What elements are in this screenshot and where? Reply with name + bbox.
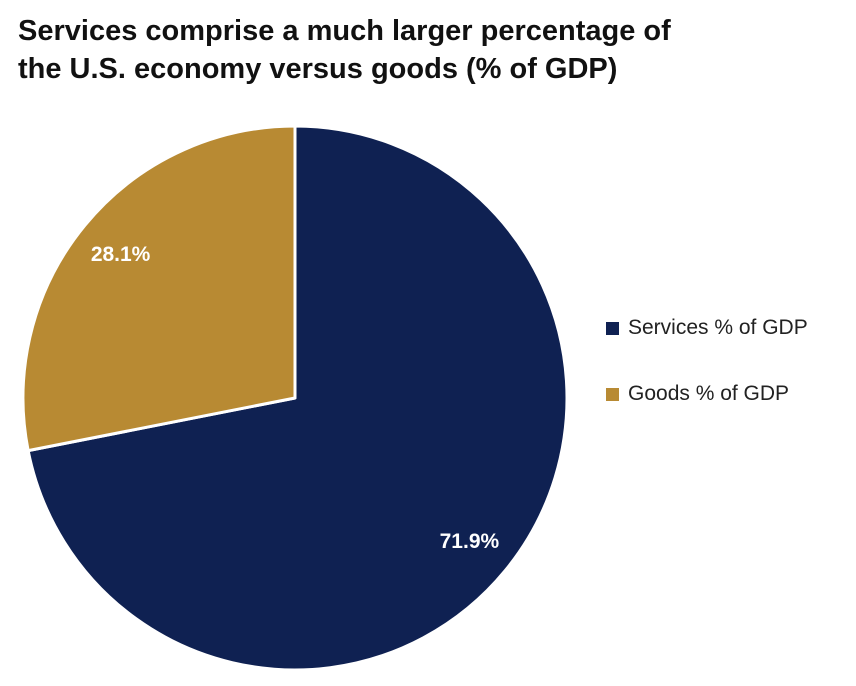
data-label-goods: 28.1% <box>91 243 151 266</box>
legend-swatch-services <box>606 321 619 335</box>
pie-slice-goods <box>21 124 297 453</box>
chart-title-line-1: Services comprise a much larger percenta… <box>18 15 671 47</box>
chart-title-line-2: the U.S. economy versus goods (% of GDP) <box>18 53 618 85</box>
data-label-services: 71.9% <box>440 530 500 553</box>
legend-item-goods: Goods % of GDP <box>606 377 808 411</box>
legend-label-services: Services % of GDP <box>628 316 808 339</box>
legend: Services % of GDP Goods % of GDP <box>606 311 808 443</box>
pie-slice-services <box>26 124 569 672</box>
chart-title: Services comprise a much larger percenta… <box>18 12 838 88</box>
legend-label-goods: Goods % of GDP <box>628 382 790 405</box>
legend-swatch-goods <box>606 387 619 401</box>
legend-item-services: Services % of GDP <box>606 311 808 345</box>
